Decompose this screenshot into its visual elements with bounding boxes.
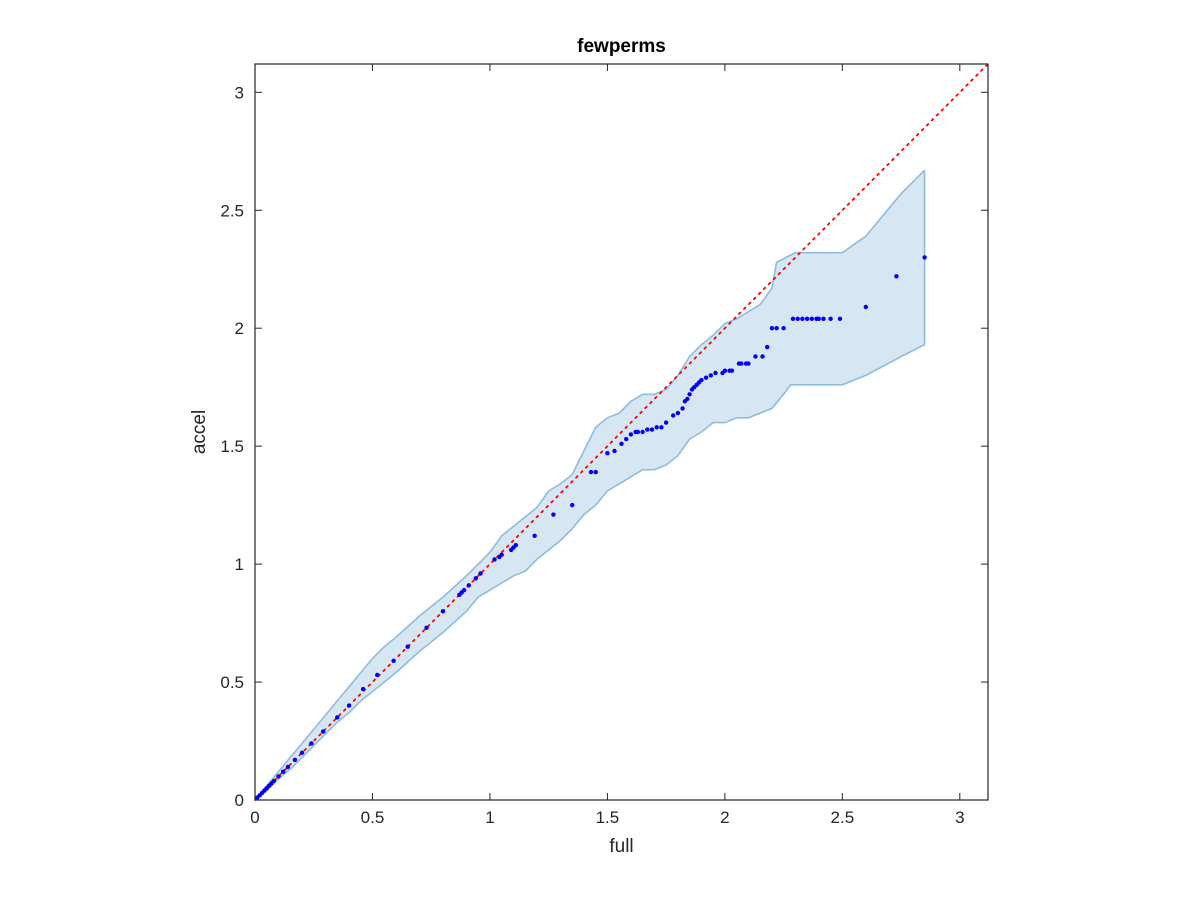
axes-box	[254, 63, 989, 801]
data-point	[765, 344, 770, 350]
data-point	[605, 451, 610, 456]
confidence-band	[254, 169, 926, 801]
data-point	[663, 420, 669, 425]
data-point	[746, 361, 751, 366]
data-point	[478, 571, 483, 576]
data-point	[624, 436, 629, 442]
data-point	[774, 326, 779, 331]
y-tick-label: 3	[235, 83, 244, 102]
data-point	[809, 316, 814, 321]
data-point	[466, 583, 471, 588]
x-tick-label: 2	[720, 808, 729, 827]
data-point	[654, 425, 659, 430]
data-point	[440, 609, 446, 614]
data-point	[299, 750, 305, 755]
y-tick-label: 2	[235, 319, 244, 338]
y-tick-label: 1.5	[220, 437, 244, 456]
data-point	[671, 413, 676, 418]
data-point	[795, 316, 800, 321]
data-point	[739, 361, 744, 366]
data-point	[713, 370, 718, 376]
y-tick-label: 2.5	[220, 201, 244, 220]
data-point	[645, 427, 650, 432]
data-point	[612, 448, 617, 454]
reference-line	[254, 63, 989, 801]
data-point	[708, 373, 713, 378]
data-point	[513, 543, 518, 548]
data-point	[659, 425, 664, 430]
data-point	[285, 764, 291, 770]
band-lower-edge	[254, 343, 925, 801]
data-point	[821, 316, 826, 321]
y-tick-label: 0.5	[220, 673, 244, 692]
data-point	[790, 316, 796, 321]
x-tick-label: 2.5	[831, 808, 855, 827]
data-point	[649, 427, 655, 432]
x-tick-label: 0	[250, 808, 259, 827]
y-tick-label: 0	[235, 791, 244, 810]
data-point	[391, 658, 396, 663]
data-point	[570, 502, 575, 508]
data-point	[804, 316, 810, 321]
data-point	[593, 469, 598, 475]
data-point	[473, 576, 478, 581]
data-point	[281, 769, 286, 774]
data-point	[292, 757, 298, 763]
data-point	[828, 316, 833, 321]
data-point	[769, 326, 775, 331]
data-point	[271, 778, 276, 784]
data-point	[532, 533, 537, 538]
data-point	[640, 429, 645, 435]
data-point	[461, 587, 467, 593]
data-point	[346, 703, 352, 708]
data-point	[760, 354, 765, 359]
band-upper-edge	[254, 169, 926, 801]
data-point	[816, 316, 821, 321]
x-tick-label: 1.5	[596, 808, 620, 827]
chart-title: fewperms	[577, 36, 666, 57]
data-point	[309, 741, 314, 746]
data-point	[588, 469, 594, 475]
data-point	[320, 729, 326, 734]
data-point	[800, 316, 805, 321]
data-point	[619, 441, 624, 446]
x-tick-label: 3	[955, 808, 964, 827]
data-point	[499, 552, 504, 557]
data-point	[375, 672, 380, 678]
data-point	[360, 686, 366, 692]
x-tick-label: 0.5	[361, 808, 385, 827]
data-point	[729, 368, 735, 373]
data-point	[628, 432, 634, 437]
band-area	[255, 170, 925, 800]
data-point	[276, 774, 281, 779]
data-point	[405, 644, 410, 649]
data-point	[922, 255, 927, 260]
data-point	[335, 715, 340, 720]
data-point	[687, 392, 692, 397]
data-point	[635, 429, 641, 435]
reference-line-layer	[254, 63, 989, 801]
axis-ticks: 0 0.5 1 1.5 2 2.5 3 0 0.5 1 1.5 2 2.5 3	[220, 64, 988, 827]
data-point	[703, 375, 709, 380]
data-point	[551, 512, 556, 517]
x-axis-label: full	[609, 836, 633, 857]
data-point	[680, 406, 685, 411]
data-point	[722, 368, 728, 373]
data-point	[492, 557, 497, 562]
data-point	[424, 625, 429, 630]
data-points	[255, 255, 927, 800]
y-tick-label: 1	[235, 555, 244, 574]
data-point	[685, 396, 690, 402]
y-axis-label: accel	[189, 410, 210, 454]
data-point	[781, 326, 786, 331]
data-point	[753, 354, 758, 359]
data-point	[894, 274, 899, 279]
data-point	[863, 304, 868, 310]
data-point	[675, 410, 681, 416]
data-point	[699, 377, 704, 383]
data-point	[837, 316, 843, 321]
x-tick-label: 1	[485, 808, 494, 827]
